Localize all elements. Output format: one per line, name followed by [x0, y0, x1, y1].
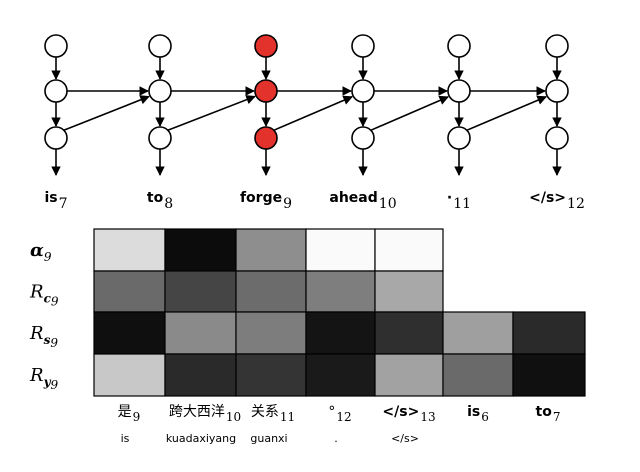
target-token: to8 [147, 190, 173, 212]
target-token: ahead10 [329, 190, 396, 212]
rnn-node [148, 34, 172, 58]
stacked-rnn-network [44, 34, 569, 176]
source-token-labels: 是9 is 跨大西洋10 kuadaxiyang 关系11 guanxi °12. </s>1… [118, 404, 561, 445]
rnn-node [148, 126, 172, 150]
source-token: is6 [467, 404, 489, 424]
target-token: is7 [44, 190, 67, 212]
attention-heatmap [93, 228, 586, 397]
heatmap-cell [442, 353, 514, 397]
source-token: to7 [536, 404, 561, 424]
diagonal-arrow [167, 95, 256, 132]
heatmap-cell [164, 270, 237, 313]
source-token: °12 [328, 404, 351, 424]
heatmap-cell [374, 270, 444, 313]
heatmap-row-labels: α9 Rc9 Rs9 Ry9 [29, 240, 59, 392]
source-token: </s>13 [382, 404, 435, 424]
rnn-node [545, 34, 569, 58]
rnn-node [351, 126, 375, 150]
rnn-node [447, 34, 471, 58]
target-token-labels: is7 to8 forge9 ahead10 ·11 </s>12 [44, 190, 584, 212]
row-label: Ry9 [29, 365, 59, 392]
rnn-node [44, 79, 68, 103]
target-token: forge9 [240, 190, 292, 212]
heatmap-cell [164, 311, 237, 355]
heatmap-cell [235, 270, 307, 313]
target-token: ·11 [447, 190, 471, 212]
heatmap-cell [374, 353, 444, 397]
heatmap-cell [164, 228, 237, 272]
target-token: </s>12 [529, 190, 585, 212]
heatmap-cell [374, 228, 444, 272]
source-romanization: </s> [391, 432, 419, 445]
diagonal-arrow [370, 95, 450, 132]
source-token: 跨大西洋10 [169, 404, 241, 424]
heatmap-cell [93, 311, 166, 355]
source-romanization: kuadaxiyang [166, 432, 236, 445]
heatmap-cell [93, 228, 166, 272]
rnn-node [44, 126, 68, 150]
heatmap-cell [93, 270, 166, 313]
rnn-node [351, 34, 375, 58]
rnn-node [545, 79, 569, 103]
diagonal-arrow [466, 95, 547, 132]
heatmap-cell [93, 353, 166, 397]
heatmap-cell [305, 353, 376, 397]
rnn-node [351, 79, 375, 103]
heatmap-cell [512, 353, 586, 397]
rnn-node [447, 126, 471, 150]
heatmap-cell [305, 270, 376, 313]
highlighted-node [254, 34, 278, 58]
heatmap-cell [305, 228, 376, 272]
source-token: 关系11 [251, 404, 295, 424]
rnn-node [447, 79, 471, 103]
diagonal-arrow [273, 95, 353, 132]
row-label: Rs9 [29, 323, 58, 350]
heatmap-cell [235, 228, 307, 272]
rnn-node [44, 34, 68, 58]
rnn-node [148, 79, 172, 103]
diagonal-arrow [63, 95, 150, 132]
source-romanization: . [334, 432, 338, 445]
row-label: Rc9 [29, 282, 59, 309]
rnn-node [545, 126, 569, 150]
heatmap-cell [235, 353, 307, 397]
source-romanization: guanxi [250, 432, 287, 445]
highlighted-node [254, 79, 278, 103]
highlighted-node [254, 126, 278, 150]
heatmap-cell [235, 311, 307, 355]
heatmap-cell [164, 353, 237, 397]
heatmap-cell [305, 311, 376, 355]
source-token: 是9 [118, 404, 141, 424]
heatmap-cell [512, 311, 586, 355]
row-label: α9 [30, 240, 52, 264]
source-romanization: is [121, 432, 130, 445]
heatmap-cell [374, 311, 444, 355]
heatmap-cell [442, 311, 514, 355]
